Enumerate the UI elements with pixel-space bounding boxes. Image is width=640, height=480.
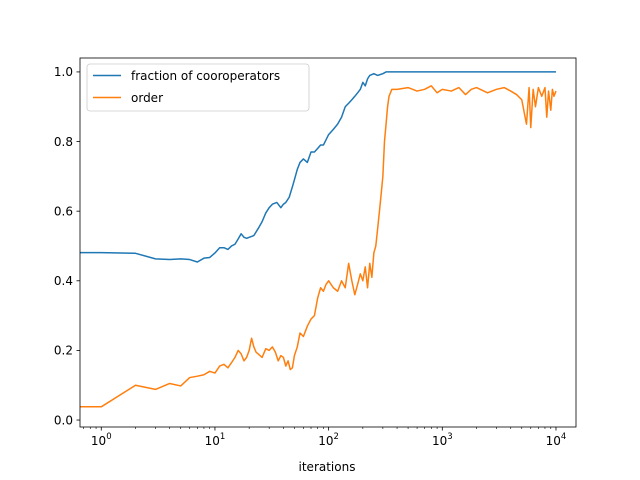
legend-label-1: fraction of cooroperators <box>131 69 280 83</box>
series-line-1 <box>80 71 556 263</box>
y-tick-label: 1.0 <box>54 65 73 79</box>
axes-frame <box>79 57 577 428</box>
y-tick-label: 0.8 <box>54 135 73 149</box>
x-axis-ticks: 100 101 102 103 104 <box>83 427 567 448</box>
x-axis-label: iterations <box>299 460 356 474</box>
legend-box <box>86 63 310 112</box>
x-tick-label: 103 <box>432 432 453 448</box>
y-axis-ticks: 0.0 0.2 0.4 0.6 0.8 1.0 <box>54 65 80 427</box>
x-tick-label: 100 <box>91 432 112 448</box>
y-tick-label: 0.6 <box>54 204 73 218</box>
legend: fraction of cooroperators order <box>86 63 310 112</box>
legend-label-2: order <box>131 91 163 105</box>
x-tick-label: 104 <box>546 432 567 448</box>
x-tick-label: 102 <box>318 432 339 448</box>
x-tick-label: 101 <box>205 432 226 448</box>
plot-lines <box>80 71 557 408</box>
y-tick-label: 0.4 <box>54 274 73 288</box>
y-tick-label: 0.0 <box>54 413 73 427</box>
y-tick-label: 0.2 <box>54 344 73 358</box>
series-line-2 <box>80 85 557 408</box>
